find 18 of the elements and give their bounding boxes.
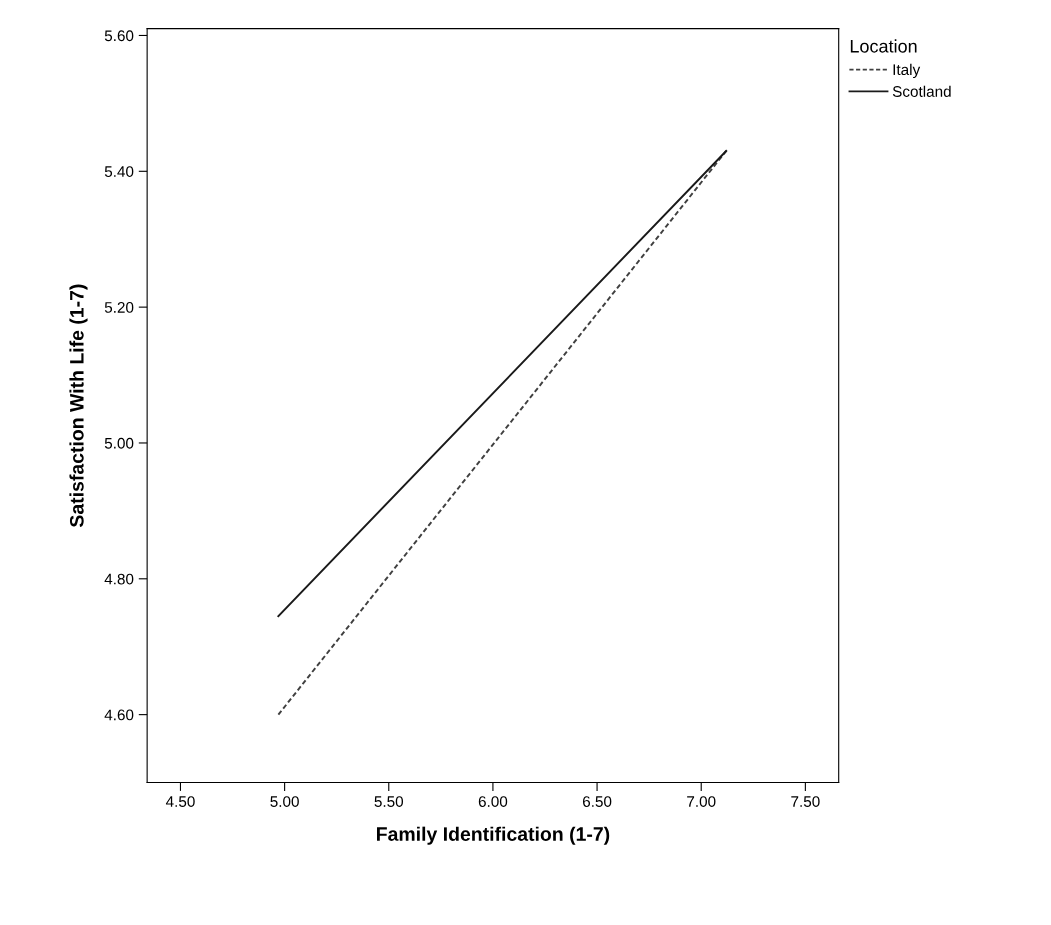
y-tick-label: 5.00	[104, 437, 134, 449]
x-tick-label: 5.50	[374, 796, 404, 807]
y-tick-label: 4.80	[104, 573, 134, 585]
x-tick-label: 7.50	[791, 796, 820, 807]
y-tick-label: 4.60	[104, 709, 134, 721]
x-tick-label: 7.00	[687, 796, 716, 807]
x-tick-label: 5.00	[270, 796, 299, 807]
legend-label: Scotland	[892, 85, 951, 97]
x-tick-label: 4.50	[165, 796, 195, 807]
x-tick-label: 6.50	[582, 796, 612, 807]
x-axis-title: Family Identification (1-7)	[377, 826, 610, 845]
y-tick-label: 5.20	[104, 302, 134, 313]
y-tick-label: 5.40	[104, 166, 134, 177]
y-axis-title: Satisfaction With Life (1-7)	[69, 284, 88, 528]
y-tick-label: 5.60	[104, 30, 134, 42]
legend-title: Location	[850, 39, 917, 53]
x-tick-label: 6.00	[478, 796, 508, 807]
legend-label: Italy	[893, 63, 921, 79]
